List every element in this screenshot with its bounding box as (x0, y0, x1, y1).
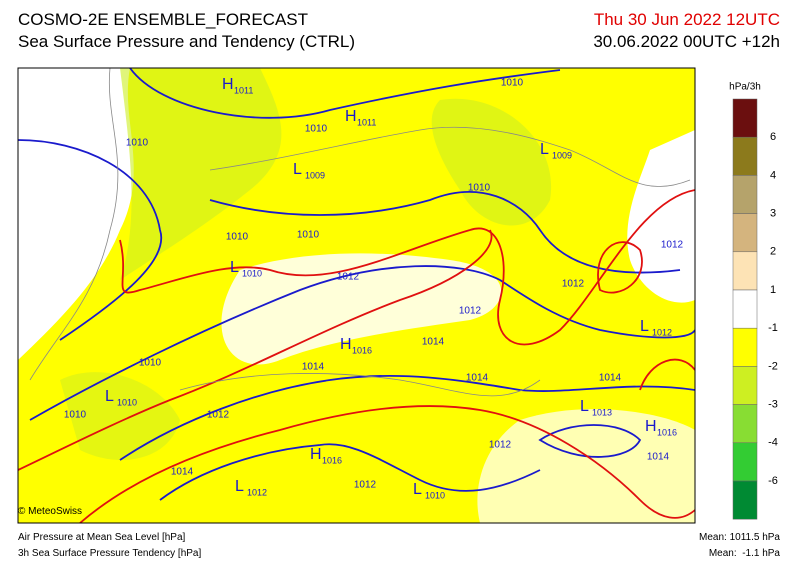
center-value: 1009 (552, 150, 572, 160)
colorbar-band (732, 442, 758, 482)
center-letter: L (105, 388, 114, 405)
center-letter: L (235, 478, 244, 495)
contour-label: 1014 (171, 467, 194, 478)
colorbar-tick-label: 2 (770, 246, 776, 258)
contour-label: 1014 (422, 337, 445, 348)
contour-label: 1014 (599, 373, 622, 384)
contour-label: 1012 (489, 440, 512, 451)
center-letter: L (293, 161, 302, 178)
center-value: 1016 (657, 427, 677, 437)
colorbar-band (732, 327, 758, 367)
contour-label: 1010 (226, 232, 249, 243)
colorbar-tick-label: -6 (768, 475, 778, 487)
center-value: 1013 (592, 407, 612, 417)
mean-pressure: Mean: 1011.5 hPa (699, 532, 780, 543)
title: COSMO-2E ENSEMBLE_FORECAST (18, 10, 309, 29)
center-letter: H (310, 446, 322, 463)
center-value: 1010 (242, 268, 262, 278)
contour-label: 1010 (126, 138, 149, 149)
contour-label: 1012 (459, 306, 482, 317)
map-field (18, 68, 695, 523)
colorbar-band (732, 404, 758, 444)
center-value: 1016 (322, 455, 342, 465)
footer-line: Air Pressure at Mean Sea Level [hPa] (18, 532, 186, 543)
colorbar-band (732, 251, 758, 291)
center-letter: H (345, 108, 357, 125)
center-value: 1010 (117, 397, 137, 407)
colorbar-tick-label: 3 (770, 208, 776, 220)
contour-label: 1010 (305, 124, 328, 135)
colorbar-tick-label: 6 (770, 131, 776, 143)
colorbar-band (732, 213, 758, 253)
center-letter: L (413, 481, 422, 498)
valid-time: Thu 30 Jun 2022 12UTC (593, 10, 780, 29)
center-value: 1012 (652, 327, 672, 337)
center-value: 1011 (234, 85, 253, 95)
contour-label: 1010 (64, 410, 87, 421)
center-letter: L (230, 259, 239, 276)
contour-label: 1014 (466, 373, 489, 384)
center-letter: H (222, 76, 234, 93)
contour-label: 1014 (647, 452, 670, 463)
contour-label: 1010 (139, 358, 162, 369)
colorbar-unit: hPa/3h (729, 82, 761, 93)
contour-label: 1010 (297, 230, 320, 241)
colorbar-band (732, 289, 758, 329)
center-letter: L (580, 398, 589, 415)
contour-label: 1012 (562, 279, 585, 290)
center-letter: H (340, 336, 352, 353)
colorbar-tick-label: -4 (768, 437, 778, 449)
mean-tendency: Mean: -1.1 hPa (708, 548, 780, 559)
contour-label: 1010 (468, 183, 491, 194)
colorbar-tick-label: 4 (770, 169, 776, 181)
colorbar-tick-label: 1 (770, 284, 776, 296)
center-value: 1010 (425, 490, 445, 500)
colorbar-band (732, 480, 758, 520)
contour-label: 1012 (337, 272, 360, 283)
center-letter: L (640, 318, 649, 335)
credit: © MeteoSwiss (18, 506, 83, 517)
colorbar-band (732, 366, 758, 405)
colorbar-tick-label: -1 (768, 322, 778, 334)
colorbar-band (732, 175, 758, 214)
contour-label: 1014 (302, 362, 325, 373)
colorbar-band (732, 136, 758, 176)
contour-label: 1012 (207, 410, 230, 421)
contour-label: 1010 (501, 78, 524, 89)
center-letter: L (540, 141, 549, 158)
center-value: 1009 (305, 170, 325, 180)
center-value: 1011 (357, 117, 376, 127)
contour-label: 1012 (354, 480, 377, 491)
footer-line: 3h Sea Surface Pressure Tendency [hPa] (18, 548, 202, 559)
contour-label: 1012 (661, 240, 684, 251)
colorbar-band (732, 98, 758, 138)
colorbar-tick-label: -2 (768, 360, 778, 372)
run-time: 30.06.2022 00UTC +12h (593, 32, 780, 51)
center-letter: H (645, 418, 657, 435)
center-value: 1012 (247, 487, 267, 497)
subtitle: Sea Surface Pressure and Tendency (CTRL) (18, 32, 356, 51)
colorbar-tick-label: -3 (768, 399, 778, 411)
center-value: 1016 (352, 345, 372, 355)
